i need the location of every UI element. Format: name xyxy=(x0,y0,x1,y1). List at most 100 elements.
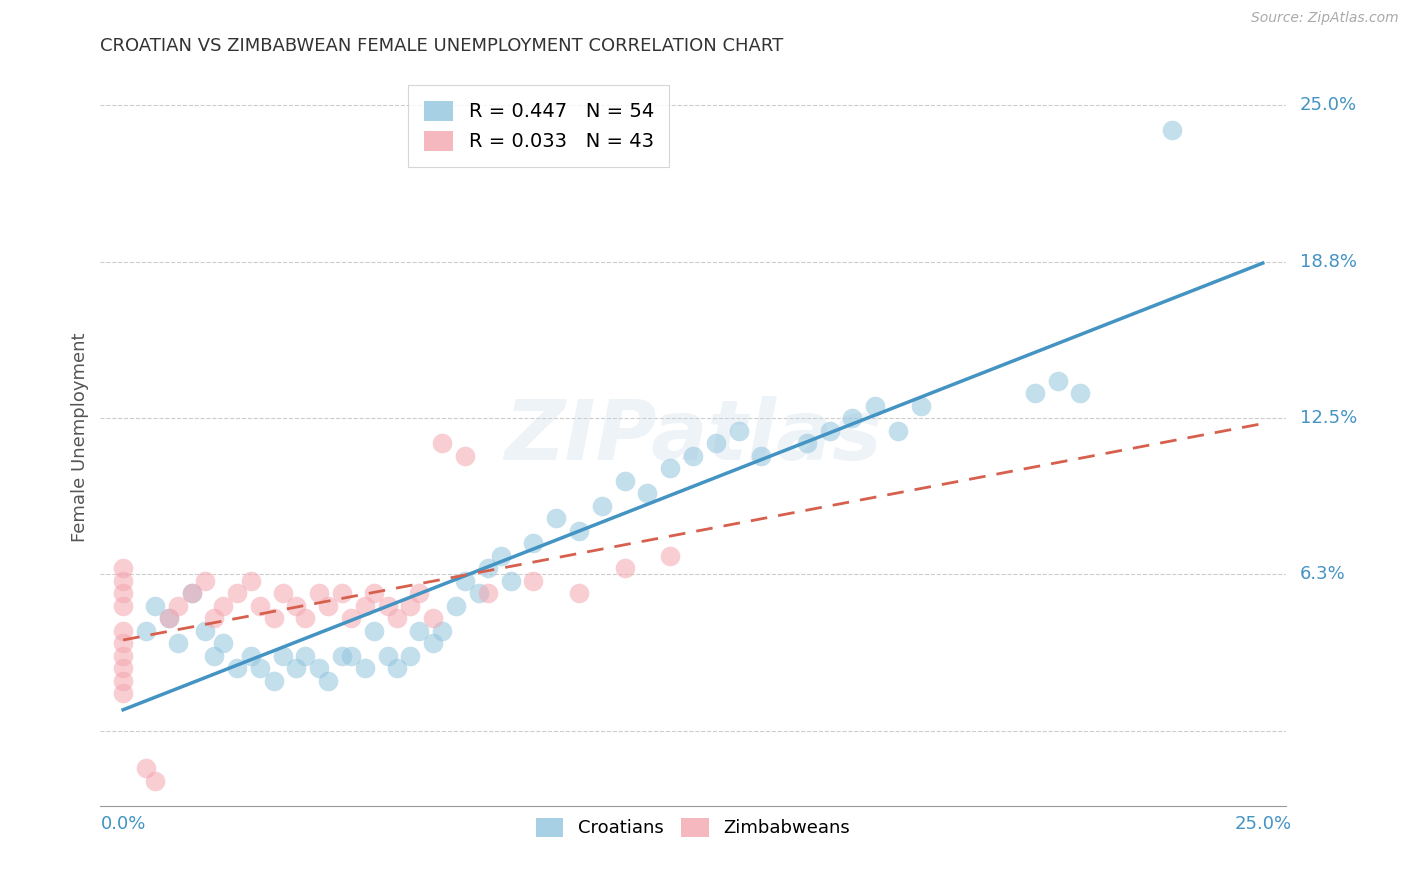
Point xyxy=(408,624,430,638)
Text: 6.3%: 6.3% xyxy=(1299,566,1346,583)
Text: 18.8%: 18.8% xyxy=(1299,252,1357,271)
Point xyxy=(1024,386,1046,401)
Point xyxy=(568,586,591,600)
Point xyxy=(377,599,399,613)
Point xyxy=(399,648,422,663)
Point xyxy=(239,574,262,588)
Point xyxy=(112,574,135,588)
Point xyxy=(432,436,454,450)
Point xyxy=(202,648,225,663)
Point xyxy=(194,574,217,588)
Point xyxy=(704,436,727,450)
Point xyxy=(613,474,636,488)
Point xyxy=(432,624,454,638)
Point xyxy=(308,661,330,675)
Point xyxy=(112,586,135,600)
Point xyxy=(166,636,188,650)
Point xyxy=(682,449,704,463)
Point xyxy=(749,449,772,463)
Point xyxy=(112,673,135,688)
Point xyxy=(166,599,188,613)
Point xyxy=(249,661,271,675)
Point xyxy=(316,673,339,688)
Point xyxy=(202,611,225,625)
Point xyxy=(112,661,135,675)
Text: 25.0%: 25.0% xyxy=(1299,96,1357,114)
Point xyxy=(112,561,135,575)
Text: ZIPatlas: ZIPatlas xyxy=(503,396,882,477)
Point xyxy=(363,586,385,600)
Point xyxy=(363,624,385,638)
Point xyxy=(591,499,613,513)
Point xyxy=(285,599,308,613)
Point xyxy=(727,424,749,438)
Point xyxy=(316,599,339,613)
Point xyxy=(112,624,135,638)
Point xyxy=(212,636,235,650)
Point xyxy=(157,611,180,625)
Point xyxy=(522,574,544,588)
Point xyxy=(330,586,353,600)
Point xyxy=(422,636,444,650)
Point xyxy=(340,648,363,663)
Point xyxy=(491,549,513,563)
Point xyxy=(910,399,932,413)
Point xyxy=(408,586,430,600)
Text: Source: ZipAtlas.com: Source: ZipAtlas.com xyxy=(1251,11,1399,25)
Point xyxy=(271,586,294,600)
Point xyxy=(180,586,202,600)
Point xyxy=(522,536,544,550)
Y-axis label: Female Unemployment: Female Unemployment xyxy=(72,332,89,541)
Text: 12.5%: 12.5% xyxy=(1299,409,1357,427)
Point xyxy=(422,611,444,625)
Point xyxy=(112,686,135,700)
Point xyxy=(226,661,249,675)
Point xyxy=(659,461,682,475)
Point xyxy=(285,661,308,675)
Point xyxy=(112,648,135,663)
Point xyxy=(1160,123,1182,137)
Text: CROATIAN VS ZIMBABWEAN FEMALE UNEMPLOYMENT CORRELATION CHART: CROATIAN VS ZIMBABWEAN FEMALE UNEMPLOYME… xyxy=(100,37,783,55)
Point xyxy=(294,611,316,625)
Point xyxy=(887,424,910,438)
Point xyxy=(308,586,330,600)
Point xyxy=(340,611,363,625)
Point xyxy=(477,586,499,600)
Point xyxy=(467,586,489,600)
Point xyxy=(477,561,499,575)
Point xyxy=(112,636,135,650)
Point xyxy=(194,624,217,638)
Point xyxy=(143,599,166,613)
Point xyxy=(796,436,818,450)
Point xyxy=(112,599,135,613)
Point xyxy=(180,586,202,600)
Point xyxy=(353,661,375,675)
Point xyxy=(353,599,375,613)
Point xyxy=(818,424,841,438)
Point xyxy=(841,411,863,425)
Point xyxy=(143,773,166,788)
Point xyxy=(135,624,157,638)
Point xyxy=(454,449,477,463)
Point xyxy=(385,611,408,625)
Point xyxy=(294,648,316,663)
Point xyxy=(1069,386,1091,401)
Point xyxy=(135,761,157,775)
Point xyxy=(499,574,522,588)
Point xyxy=(613,561,636,575)
Point xyxy=(659,549,682,563)
Legend: Croatians, Zimbabweans: Croatians, Zimbabweans xyxy=(529,811,858,845)
Point xyxy=(546,511,568,525)
Point xyxy=(157,611,180,625)
Point xyxy=(444,599,467,613)
Point xyxy=(399,599,422,613)
Point xyxy=(263,673,285,688)
Point xyxy=(263,611,285,625)
Point xyxy=(226,586,249,600)
Point xyxy=(454,574,477,588)
Point xyxy=(249,599,271,613)
Point xyxy=(271,648,294,663)
Point xyxy=(212,599,235,613)
Point xyxy=(330,648,353,663)
Point xyxy=(865,399,887,413)
